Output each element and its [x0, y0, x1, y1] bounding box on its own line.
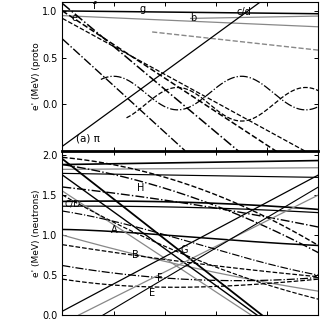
Text: G: G [180, 245, 188, 255]
Text: E: E [149, 288, 156, 298]
Text: F: F [157, 273, 163, 283]
Text: B: B [132, 250, 138, 260]
Text: f: f [93, 1, 97, 11]
Text: H: H [137, 183, 144, 193]
Text: g: g [139, 4, 145, 14]
Text: C/D: C/D [65, 200, 81, 209]
Text: A: A [111, 225, 118, 235]
Text: c/d: c/d [236, 7, 251, 17]
Y-axis label: e' (MeV) (neutrons): e' (MeV) (neutrons) [32, 189, 41, 277]
Text: b: b [190, 13, 197, 23]
Y-axis label: e' (MeV) (proto: e' (MeV) (proto [32, 42, 41, 110]
Text: e: e [71, 13, 77, 23]
Text: (a) π: (a) π [76, 134, 100, 144]
